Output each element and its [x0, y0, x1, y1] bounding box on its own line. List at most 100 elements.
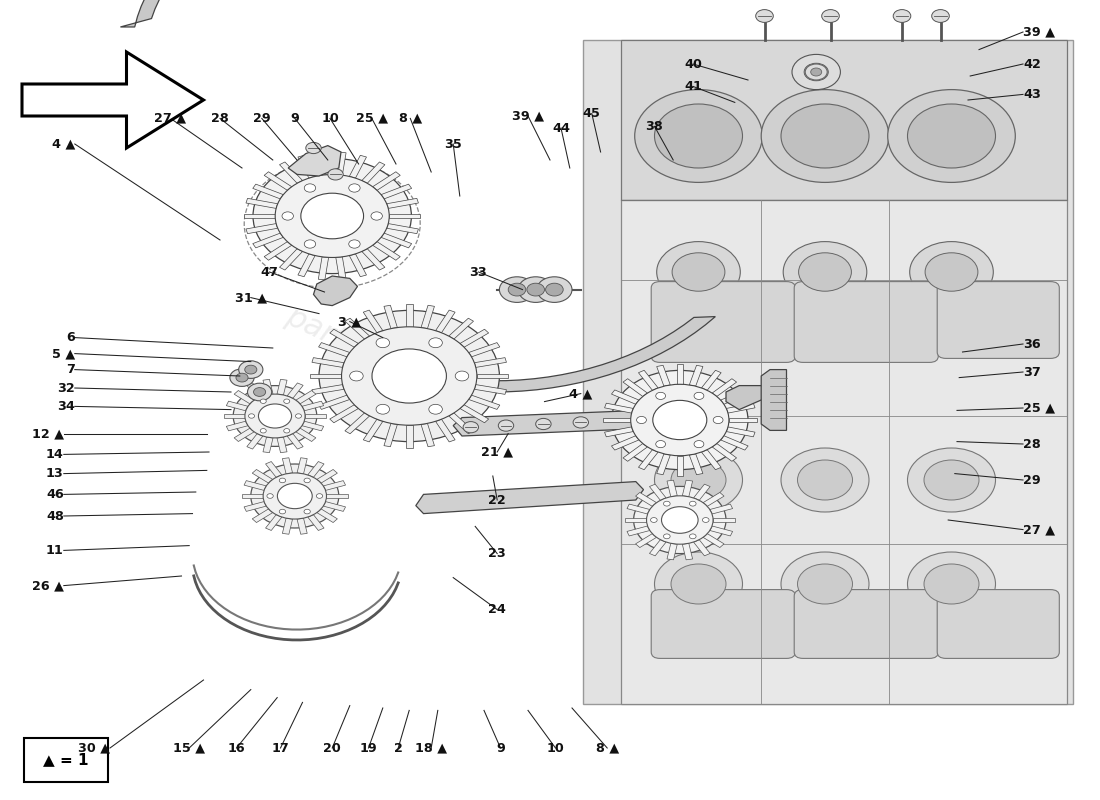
Circle shape: [279, 510, 286, 514]
Polygon shape: [277, 437, 287, 453]
Circle shape: [319, 310, 499, 442]
Polygon shape: [382, 184, 411, 199]
Text: 25 ▲: 25 ▲: [1023, 402, 1055, 414]
Text: 11: 11: [46, 544, 64, 557]
Circle shape: [284, 399, 289, 403]
Circle shape: [635, 90, 762, 182]
Polygon shape: [720, 390, 748, 404]
Text: 40: 40: [684, 58, 702, 70]
Polygon shape: [362, 162, 385, 183]
Circle shape: [657, 242, 740, 302]
Polygon shape: [350, 155, 366, 178]
Polygon shape: [449, 413, 473, 434]
Circle shape: [932, 10, 949, 22]
Text: 34: 34: [57, 400, 75, 413]
Polygon shape: [362, 249, 385, 270]
Circle shape: [304, 510, 310, 514]
Polygon shape: [253, 184, 283, 199]
Polygon shape: [297, 518, 307, 534]
Circle shape: [350, 371, 363, 381]
Circle shape: [908, 104, 996, 168]
Polygon shape: [330, 330, 359, 347]
Polygon shape: [244, 214, 275, 218]
Polygon shape: [703, 493, 724, 506]
Polygon shape: [682, 543, 693, 560]
Polygon shape: [682, 480, 693, 497]
Polygon shape: [345, 413, 370, 434]
Polygon shape: [729, 418, 757, 422]
Text: 16: 16: [228, 742, 245, 754]
Circle shape: [781, 104, 869, 168]
Circle shape: [317, 494, 322, 498]
Polygon shape: [436, 310, 455, 333]
FancyBboxPatch shape: [937, 282, 1059, 358]
Text: 27 ▲: 27 ▲: [1023, 523, 1055, 536]
Circle shape: [924, 460, 979, 500]
Circle shape: [798, 564, 852, 604]
Circle shape: [349, 240, 360, 248]
Text: 20: 20: [323, 742, 341, 754]
FancyBboxPatch shape: [794, 590, 938, 658]
Polygon shape: [244, 481, 266, 490]
Circle shape: [654, 448, 743, 512]
Circle shape: [694, 441, 704, 448]
Text: 35: 35: [444, 138, 462, 150]
Polygon shape: [384, 423, 397, 446]
Circle shape: [694, 392, 704, 399]
Circle shape: [612, 370, 748, 470]
Circle shape: [499, 277, 535, 302]
Text: 28: 28: [1023, 438, 1041, 450]
Text: 9: 9: [290, 112, 299, 125]
Polygon shape: [676, 456, 683, 476]
Polygon shape: [120, 0, 320, 27]
Circle shape: [429, 338, 442, 348]
Circle shape: [756, 10, 773, 22]
Polygon shape: [474, 385, 506, 394]
Circle shape: [654, 104, 743, 168]
Polygon shape: [638, 370, 658, 390]
Circle shape: [376, 338, 389, 348]
Polygon shape: [317, 509, 338, 522]
Circle shape: [245, 394, 305, 438]
Polygon shape: [323, 481, 345, 490]
Polygon shape: [690, 366, 703, 386]
Polygon shape: [605, 403, 634, 413]
Text: 26 ▲: 26 ▲: [32, 579, 64, 592]
Polygon shape: [246, 434, 263, 449]
Polygon shape: [252, 470, 273, 483]
Circle shape: [284, 429, 289, 433]
Polygon shape: [710, 504, 733, 514]
Polygon shape: [382, 233, 411, 248]
Circle shape: [781, 552, 869, 616]
Polygon shape: [726, 403, 755, 413]
Polygon shape: [621, 200, 1067, 704]
Polygon shape: [603, 418, 630, 422]
Circle shape: [300, 193, 364, 239]
Polygon shape: [283, 518, 293, 534]
Polygon shape: [621, 40, 1067, 200]
Polygon shape: [627, 504, 650, 514]
Circle shape: [634, 486, 726, 554]
Circle shape: [328, 169, 343, 180]
Circle shape: [253, 158, 411, 274]
Text: 13: 13: [46, 467, 64, 480]
Polygon shape: [319, 342, 350, 357]
Polygon shape: [373, 242, 400, 260]
Polygon shape: [605, 427, 634, 437]
Text: 14: 14: [46, 448, 64, 461]
Text: 45: 45: [583, 107, 601, 120]
Circle shape: [799, 253, 851, 291]
Polygon shape: [694, 540, 711, 556]
FancyBboxPatch shape: [794, 282, 938, 362]
Polygon shape: [702, 370, 722, 390]
Circle shape: [781, 448, 869, 512]
Polygon shape: [287, 383, 304, 398]
Polygon shape: [712, 378, 737, 397]
Circle shape: [305, 184, 316, 192]
Polygon shape: [389, 214, 420, 218]
Circle shape: [527, 283, 544, 296]
Polygon shape: [389, 317, 715, 392]
Text: 22: 22: [488, 494, 506, 506]
Text: 5 ▲: 5 ▲: [52, 347, 75, 360]
Circle shape: [349, 184, 360, 192]
